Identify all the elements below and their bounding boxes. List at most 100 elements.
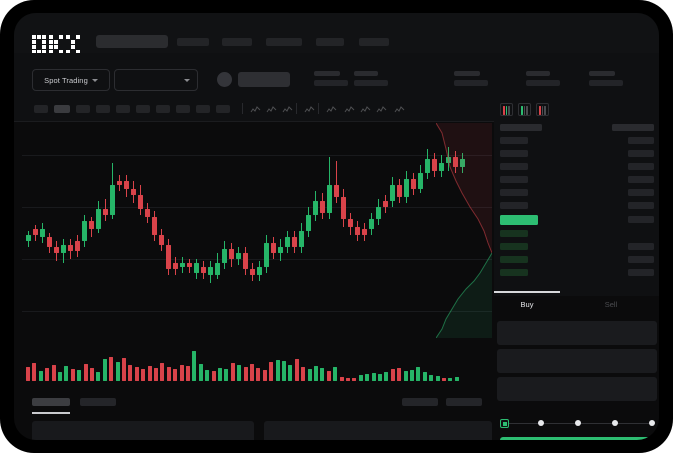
orderbook-ask-amount [628,150,654,157]
ruler-icon[interactable] [344,103,355,114]
orderbook-view-both-icon[interactable] [500,103,513,116]
timeframe-1w[interactable] [176,105,190,113]
timeframe-15m[interactable] [76,105,90,113]
orderbook-ask-row[interactable] [500,189,528,196]
volume-bar [256,368,261,381]
volume-bar [326,371,331,381]
nav-item-1[interactable] [177,38,209,46]
orderbook-ask-row[interactable] [500,137,528,144]
slider-step-75[interactable] [612,420,618,426]
nav-item-3[interactable] [266,38,302,46]
candle-body [194,263,199,273]
tab-buy[interactable]: Buy [520,300,534,309]
compare-icon[interactable] [266,103,277,114]
fullscreen-icon[interactable] [394,103,405,114]
timeframe-1d[interactable] [156,105,170,113]
orderbook-bid-row[interactable] [500,269,528,276]
volume-bar [166,367,171,381]
candle-body [439,163,444,171]
pair-selector[interactable] [114,69,198,91]
tab-sell[interactable]: Sell [604,300,618,309]
total-input[interactable] [497,377,657,401]
depth-curve-svg [436,123,492,338]
nav-item-5[interactable] [359,38,389,46]
alert-icon[interactable] [282,103,293,114]
timeframe-5m[interactable] [54,105,70,113]
orderbook-bid-row[interactable] [500,230,528,237]
candlestick-chart[interactable] [22,123,492,338]
slider-step-25[interactable] [538,420,544,426]
slider-step-100[interactable] [649,420,655,426]
candle-body [173,263,178,269]
volume-bar [211,371,216,381]
nav-item-2[interactable] [222,38,252,46]
candle-body [299,231,304,247]
slider-step-50[interactable] [575,420,581,426]
candle-body [341,197,346,219]
candle-body [327,185,332,213]
volume-bar [51,365,56,381]
volume-bar [269,362,274,381]
volume-bar [83,364,88,381]
tab-order-history[interactable] [80,398,116,406]
volume-bar [282,361,286,381]
market-type-selector[interactable]: Spot Trading [32,69,110,91]
orderbook-view-bids-icon[interactable] [518,103,531,116]
indicator-icon[interactable] [250,103,261,114]
candle-body [75,241,80,251]
place-buy-order-button[interactable] [500,437,656,440]
bottom-action-2[interactable] [446,398,482,406]
timeframe-1h[interactable] [116,105,130,113]
timeframe-4h[interactable] [136,105,150,113]
bottom-action-1[interactable] [402,398,438,406]
orderbook-ask-row[interactable] [500,150,528,157]
camera-icon[interactable] [360,103,371,114]
volume-bar [26,367,30,381]
slider-handle[interactable] [500,419,509,428]
okx-logo-icon[interactable] [32,35,80,54]
timeframe-1mo[interactable] [196,105,210,113]
candle-body [208,267,213,275]
volume-bar [218,368,222,381]
volume-bar [32,363,37,381]
orderbook-view-asks-icon[interactable] [536,103,549,116]
line-chart-icon[interactable] [326,103,337,114]
candle-body [68,245,73,251]
candle-body [306,215,311,231]
candle-body [425,159,430,173]
depth-overlay-chart [436,123,492,338]
search-input[interactable] [96,35,168,48]
timeframe-1m[interactable] [34,105,48,113]
volume-bar [410,370,414,381]
amount-percent-slider[interactable] [500,419,655,428]
timeframe-30m[interactable] [96,105,110,113]
chevron-down-icon[interactable] [304,103,315,114]
orderbook-view-toggles [494,98,659,120]
timeframe-more[interactable] [216,105,230,113]
candle-body [47,237,52,247]
tab-open-orders[interactable] [32,398,70,406]
bottom-panel-right [264,421,492,440]
candle-body [243,253,248,269]
orderbook-ask-row[interactable] [500,176,528,183]
candle-body [320,201,325,213]
volume-bar [429,375,434,381]
orderbook-ask-row[interactable] [500,202,528,209]
orderbook-bid-row[interactable] [500,256,528,263]
candle-body [453,157,458,167]
price-input[interactable] [497,321,657,345]
volume-bar [224,369,229,381]
volume-bar [352,378,357,381]
nav-item-4[interactable] [316,38,344,46]
amount-input[interactable] [497,349,657,373]
volume-histogram [22,343,492,381]
volume-bar [45,368,50,381]
orderbook-ask-row[interactable] [500,163,528,170]
orderbook-panel [494,98,659,296]
candle-body [397,185,402,197]
settings-icon[interactable] [376,103,387,114]
orderbook-bid-row[interactable] [500,243,528,250]
app-screen: Spot Trading [14,13,659,440]
candle-body [278,247,283,253]
volume-bar [294,359,299,381]
